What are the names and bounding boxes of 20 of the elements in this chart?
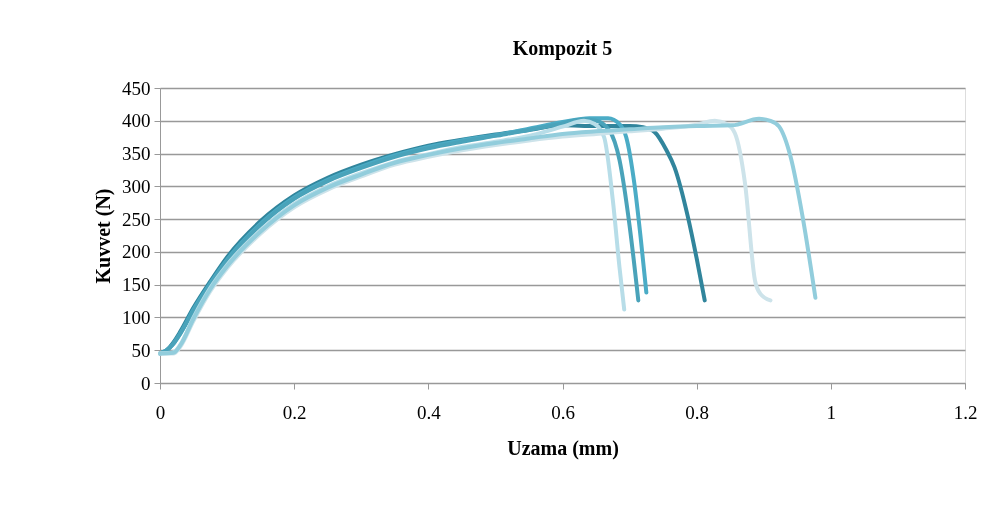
y-tick-label: 100 <box>122 306 151 328</box>
y-axis-title: Kuvvet (N) <box>92 188 115 284</box>
y-tick-label: 450 <box>122 77 151 99</box>
y-tick-label: 50 <box>131 339 151 361</box>
x-axis-title: Uzama (mm) <box>507 436 619 460</box>
x-tick-label: 0.4 <box>416 401 442 423</box>
y-tick-label: 350 <box>122 143 151 165</box>
y-tick-label: 0 <box>141 372 151 394</box>
y-tick-label: 300 <box>122 175 151 197</box>
x-tick-label: 0.8 <box>685 401 710 423</box>
y-tick-label: 150 <box>122 274 151 296</box>
x-tick-label: 1 <box>826 401 837 423</box>
chart-title: Kompozit 5 <box>512 37 613 60</box>
x-tick-label: 0.6 <box>551 401 575 423</box>
y-tick-label: 200 <box>122 241 151 263</box>
x-tick-label: 0 <box>155 401 166 423</box>
y-tick-label: 400 <box>122 110 151 132</box>
y-tick-label: 250 <box>122 208 151 230</box>
x-tick-label: 1.2 <box>953 401 978 423</box>
x-tick-label: 0.2 <box>282 401 307 423</box>
